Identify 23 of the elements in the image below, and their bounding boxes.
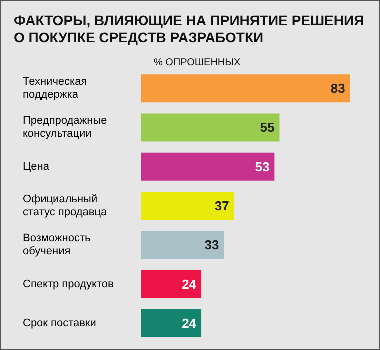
data-label: 83 [330,81,346,96]
bar [141,309,202,338]
bar [141,270,202,298]
y-tick-label: Возможность обучения [23,232,92,258]
data-label: 33 [204,238,220,253]
bar [141,114,280,142]
y-tick-label: Официальный статус продавца [23,194,108,218]
y-tick-label: Техническая поддержка [23,76,88,102]
data-label: 55 [260,120,275,136]
y-tick-label: Спектр продуктов [23,278,114,290]
data-label: 24 [182,316,198,331]
data-label: 53 [255,159,270,174]
y-tick-label: Цена [23,160,50,173]
y-tick-label: Предпродажные консультации [23,115,108,140]
bar [141,192,234,220]
bar [141,231,224,260]
bar [141,152,275,181]
y-tick-label: Срок поставки [23,317,96,330]
x-axis-title: % ОПРОШЕННЫХ [154,58,241,68]
data-label: 24 [182,276,198,292]
data-label: 37 [214,198,230,214]
bar [141,74,350,103]
chart-title: ФАКТОРЫ, ВЛИЯЮЩИЕ НА ПРИНЯТИЕ РЕШЕНИЯ О ПОКУПКЕ СРЕДСТВ РАЗРАБОТКИ [14,12,364,46]
